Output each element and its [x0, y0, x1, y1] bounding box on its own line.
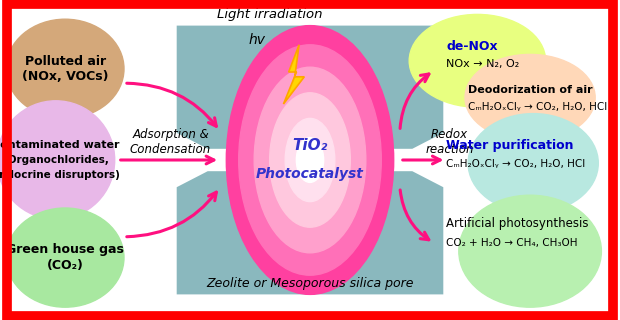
- Text: Contaminated water: Contaminated water: [0, 140, 120, 150]
- Ellipse shape: [239, 45, 381, 275]
- Ellipse shape: [409, 14, 546, 107]
- Ellipse shape: [459, 195, 601, 307]
- PathPatch shape: [177, 26, 443, 149]
- Text: CO₂ + H₂O → CH₄, CH₃OH: CO₂ + H₂O → CH₄, CH₃OH: [446, 238, 578, 248]
- Text: CₘH₂OₓClᵧ → CO₂, H₂O, HCl: CₘH₂OₓClᵧ → CO₂, H₂O, HCl: [468, 102, 608, 112]
- Ellipse shape: [270, 93, 350, 227]
- Ellipse shape: [465, 54, 595, 141]
- Text: (Organochlorides,: (Organochlorides,: [3, 155, 108, 165]
- Ellipse shape: [254, 67, 366, 253]
- Text: Deodorization of air: Deodorization of air: [468, 84, 593, 95]
- Ellipse shape: [6, 208, 124, 307]
- Text: Adsorption &
Condensation: Adsorption & Condensation: [130, 128, 211, 156]
- Text: hv: hv: [249, 33, 266, 47]
- Ellipse shape: [285, 118, 335, 202]
- Text: Endocrine disruptors): Endocrine disruptors): [0, 170, 120, 180]
- Polygon shape: [283, 45, 304, 104]
- Text: CₘH₂OₓClᵧ → CO₂, H₂O, HCl: CₘH₂OₓClᵧ → CO₂, H₂O, HCl: [446, 159, 586, 169]
- Text: Polluted air: Polluted air: [25, 55, 105, 68]
- Text: Zeolite or Mesoporous silica pore: Zeolite or Mesoporous silica pore: [206, 277, 414, 290]
- Ellipse shape: [468, 114, 598, 213]
- Text: Artificial photosynthesis: Artificial photosynthesis: [446, 218, 589, 230]
- Text: TiO₂: TiO₂: [293, 138, 327, 153]
- Ellipse shape: [226, 26, 394, 294]
- Text: Photocatalyst: Photocatalyst: [256, 167, 364, 181]
- PathPatch shape: [177, 171, 443, 294]
- Ellipse shape: [0, 101, 115, 219]
- Ellipse shape: [6, 19, 124, 118]
- Ellipse shape: [296, 138, 324, 182]
- Text: de-NOx: de-NOx: [446, 40, 498, 53]
- Text: NOx → N₂, O₂: NOx → N₂, O₂: [446, 59, 520, 69]
- Text: Water purification: Water purification: [446, 139, 574, 152]
- Text: Light irradiation: Light irradiation: [217, 8, 322, 21]
- Text: Green house gas: Green house gas: [6, 244, 124, 256]
- Text: Redox
reaction: Redox reaction: [425, 128, 474, 156]
- Text: (NOx, VOCs): (NOx, VOCs): [22, 70, 108, 83]
- Text: (CO₂): (CO₂): [46, 259, 84, 272]
